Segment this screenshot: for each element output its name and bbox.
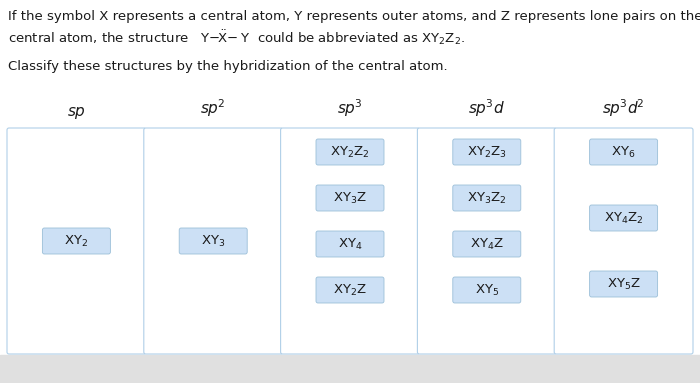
FancyBboxPatch shape: [43, 228, 111, 254]
FancyBboxPatch shape: [179, 228, 247, 254]
FancyBboxPatch shape: [453, 231, 521, 257]
Text: Classify these structures by the hybridization of the central atom.: Classify these structures by the hybridi…: [8, 60, 447, 73]
Text: XY$_{3}$Z$_{2}$: XY$_{3}$Z$_{2}$: [467, 190, 507, 206]
FancyBboxPatch shape: [281, 128, 419, 354]
Text: sp$^2$: sp$^2$: [200, 97, 226, 119]
FancyBboxPatch shape: [316, 139, 384, 165]
FancyBboxPatch shape: [589, 205, 657, 231]
Text: XY$_{3}$Z: XY$_{3}$Z: [333, 190, 367, 206]
FancyBboxPatch shape: [7, 128, 146, 354]
Text: XY$_{6}$: XY$_{6}$: [611, 144, 636, 160]
FancyBboxPatch shape: [144, 128, 283, 354]
Text: XY$_{4}$Z: XY$_{4}$Z: [470, 236, 504, 252]
FancyBboxPatch shape: [453, 139, 521, 165]
Text: XY$_{2}$Z$_{3}$: XY$_{2}$Z$_{3}$: [467, 144, 507, 160]
FancyBboxPatch shape: [554, 128, 693, 354]
Text: XY$_{3}$: XY$_{3}$: [201, 234, 225, 249]
Text: sp: sp: [68, 104, 85, 119]
FancyBboxPatch shape: [316, 231, 384, 257]
Text: XY$_{5}$: XY$_{5}$: [475, 282, 499, 298]
Text: If the symbol X represents a central atom, Y represents outer atoms, and Z repre: If the symbol X represents a central ato…: [8, 10, 700, 23]
FancyBboxPatch shape: [453, 277, 521, 303]
Text: sp$^3$d$^2$: sp$^3$d$^2$: [602, 97, 645, 119]
Text: XY$_{2}$Z: XY$_{2}$Z: [333, 282, 367, 298]
FancyBboxPatch shape: [453, 185, 521, 211]
Text: XY$_{2}$: XY$_{2}$: [64, 234, 88, 249]
Text: XY$_{2}$Z$_{2}$: XY$_{2}$Z$_{2}$: [330, 144, 370, 160]
FancyBboxPatch shape: [316, 185, 384, 211]
FancyBboxPatch shape: [589, 271, 657, 297]
FancyBboxPatch shape: [316, 277, 384, 303]
Bar: [0, 355, 700, 383]
Text: XY$_{4}$Z$_{2}$: XY$_{4}$Z$_{2}$: [604, 210, 643, 226]
Text: sp$^3$d: sp$^3$d: [468, 97, 505, 119]
FancyBboxPatch shape: [417, 128, 556, 354]
Text: XY$_{5}$Z: XY$_{5}$Z: [607, 277, 640, 291]
Text: sp$^3$: sp$^3$: [337, 97, 363, 119]
Text: central atom, the structure   Y$-\!\ddot{\mathrm{X}}\!-$Y  could be abbreviated : central atom, the structure Y$-\!\ddot{\…: [8, 28, 465, 47]
Text: XY$_{4}$: XY$_{4}$: [337, 236, 363, 252]
FancyBboxPatch shape: [589, 139, 657, 165]
